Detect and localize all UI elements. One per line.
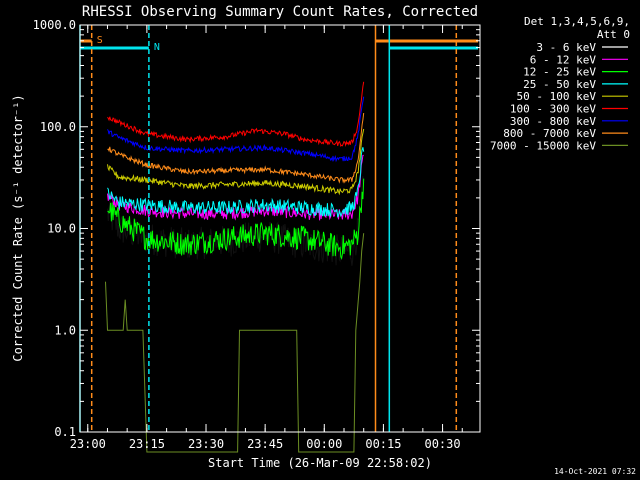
x-tick-label-4: 00:00	[306, 437, 342, 451]
x-tick-label-0: 23:00	[70, 437, 106, 451]
legend-entry-label-6: 300 - 800 keV	[510, 115, 596, 128]
y-tick-label-1: 1.0	[54, 323, 76, 337]
x-axis-label: Start Time (26-Mar-09 22:58:02)	[208, 456, 432, 470]
series-line-1	[107, 154, 364, 221]
axes: 0.1 1.0 10.0 100.0 1000.0 23:00 23:15 23:30 23:4…	[33, 18, 480, 451]
series-line-2	[107, 178, 365, 260]
y-tick-label-4: 1000.0	[33, 18, 76, 32]
series-line-8	[105, 233, 365, 453]
legend-entry-label-4: 50 - 100 keV	[517, 90, 597, 103]
legend-attenuator: Att 0	[597, 28, 630, 41]
legend-entry-label-5: 100 - 300 keV	[510, 103, 596, 116]
y-tick-label-2: 10.0	[47, 222, 76, 236]
series-line-5	[107, 81, 365, 148]
chart-title: RHESSI Observing Summary Count Rates, Co…	[82, 4, 478, 20]
legend-entry-label-2: 12 - 25 keV	[523, 66, 596, 79]
marker-label-1: N	[154, 42, 160, 53]
series-group	[105, 81, 365, 453]
x-tick-label-5: 00:15	[365, 437, 401, 451]
y-axis-label: Corrected Count Rate (s⁻¹ detector⁻¹)	[11, 94, 25, 361]
x-tick-label-3: 23:45	[247, 437, 283, 451]
marker-label-0: S	[97, 35, 103, 46]
y-tick-label-3: 100.0	[40, 120, 76, 134]
x-tick-label-6: 00:30	[424, 437, 460, 451]
legend-entry-label-1: 6 - 12 keV	[530, 53, 597, 66]
legend-entry-label-0: 3 - 6 keV	[536, 41, 596, 54]
instrument-markers: SN	[80, 35, 479, 53]
x-tick-label-1: 23:15	[129, 437, 165, 451]
legend-entry-label-8: 7000 - 15000 keV	[490, 139, 596, 152]
legend-detectors: Det 1,3,4,5,6,9,	[524, 15, 630, 28]
legend-entry-label-3: 25 - 50 keV	[523, 78, 596, 91]
x-tick-label-2: 23:30	[188, 437, 224, 451]
series-line-7	[107, 112, 365, 184]
series-line-6	[107, 96, 365, 163]
series-line-3	[107, 147, 365, 218]
y-tick-label-0: 0.1	[54, 425, 76, 439]
legend-entry-label-7: 800 - 7000 keV	[503, 127, 596, 140]
series-line-4	[107, 128, 365, 196]
timestamp: 14-Oct-2021 07:32	[554, 467, 636, 476]
